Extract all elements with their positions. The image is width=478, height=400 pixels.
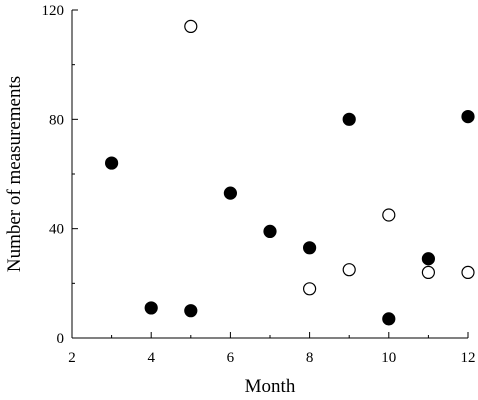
- filled-data-point: [104, 156, 119, 170]
- y-tick-label: 120: [42, 3, 65, 19]
- filled-data-point: [144, 301, 158, 315]
- open-data-point: [342, 263, 356, 277]
- x-tick-label: 12: [461, 350, 476, 366]
- x-tick-label: 2: [68, 350, 76, 366]
- filled-data-point: [382, 312, 396, 326]
- x-axis-ticks: 2 4 6 8 10 12: [68, 332, 476, 366]
- open-data-point: [461, 265, 475, 279]
- x-tick-label: 6: [227, 350, 235, 366]
- plot-area: 2 4 6 8 10 12 0 40 80 120: [42, 3, 476, 366]
- y-axis-title: Number of measurements: [4, 76, 25, 272]
- open-data-point: [303, 282, 317, 296]
- x-axis-title: Month: [245, 376, 296, 397]
- filled-data-point: [303, 241, 317, 255]
- y-axis-ticks: 0 40 80 120: [42, 3, 78, 347]
- filled-data-point: [342, 112, 356, 126]
- open-data-point: [421, 265, 435, 279]
- x-tick-label: 4: [147, 350, 155, 366]
- filled-data-point: [263, 224, 277, 238]
- data-points: [104, 19, 475, 326]
- y-tick-label: 0: [57, 331, 65, 347]
- filled-data-point: [421, 252, 435, 266]
- x-tick-label: 8: [306, 350, 314, 366]
- open-data-point: [382, 208, 396, 222]
- filled-data-point: [223, 186, 237, 200]
- x-tick-label: 10: [381, 350, 396, 366]
- y-tick-label: 40: [49, 222, 64, 238]
- open-data-point: [184, 19, 198, 33]
- filled-data-point: [184, 304, 198, 318]
- filled-data-point: [461, 109, 475, 124]
- y-tick-label: 80: [49, 112, 64, 128]
